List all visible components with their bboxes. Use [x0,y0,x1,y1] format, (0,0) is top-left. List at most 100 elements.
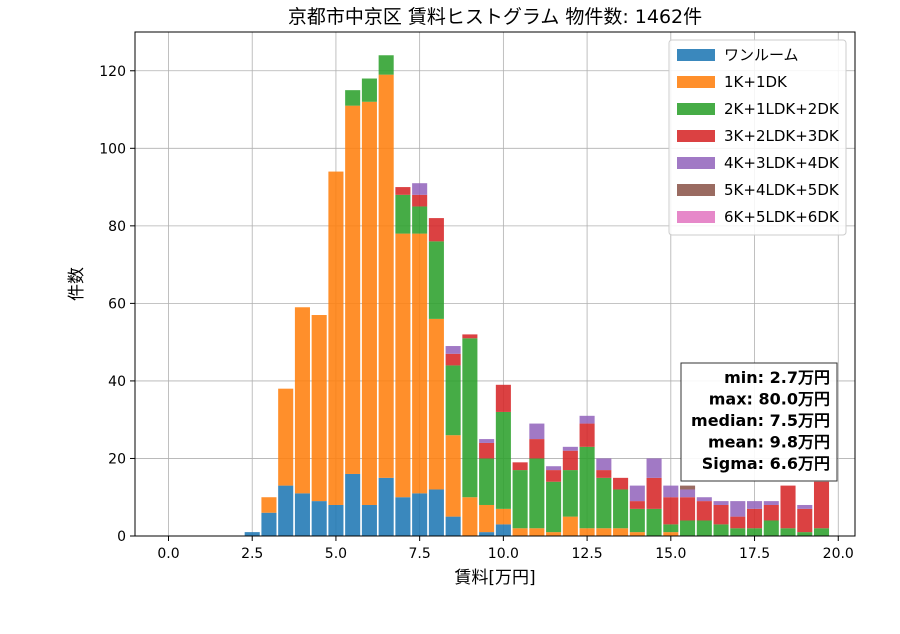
x-tick-label: 17.5 [739,546,770,562]
stats-line: min: 2.7万円 [724,368,830,387]
bar-segment [395,497,411,536]
bar-segment [512,470,528,529]
bar-segment [646,508,662,536]
bar-segment [361,101,377,505]
bar-segment [261,512,277,536]
bars [244,55,830,536]
bar-segment [629,532,645,536]
x-axis-label: 賃料[万円] [454,568,535,588]
bar-segment [479,504,495,533]
bar-segment [529,423,545,440]
bar-segment [512,528,528,536]
bar-segment [613,528,629,536]
bar-segment [278,485,294,536]
bar-segment [412,233,428,494]
bar-segment [361,504,377,536]
legend-swatch [677,49,715,61]
bar-segment [479,532,495,536]
y-tick-label: 100 [99,141,126,157]
bar-segment [797,504,813,509]
bar-segment [696,501,712,521]
bar-segment [680,497,696,521]
legend-swatch [677,103,715,115]
bar-segment [546,466,562,471]
bar-segment [479,439,495,443]
legend-label: 2K+1LDK+2DK [724,100,840,118]
bar-segment [428,218,444,242]
bar-segment [529,528,545,536]
bar-segment [445,365,461,436]
bar-segment [294,493,310,536]
bar-segment [462,497,478,536]
bar-segment [696,497,712,502]
bar-segment [244,532,260,536]
bar-segment [395,233,411,498]
legend-label: 1K+1DK [724,73,788,91]
bar-segment [395,194,411,234]
bar-segment [445,346,461,354]
bar-segment [361,78,377,102]
bar-segment [797,532,813,536]
bar-segment [412,194,428,207]
bar-segment [562,470,578,517]
stats-box: min: 2.7万円 max: 80.0万円 median: 7.5万円 mean: … [680,362,838,482]
bar-segment [629,508,645,533]
y-tick-label: 0 [117,529,126,545]
bar-segment [596,470,612,478]
bar-segment [646,477,662,509]
bar-segment [428,318,444,490]
bar-segment [328,504,344,536]
y-tick-label: 20 [108,451,126,467]
x-tick-label: 0.0 [157,546,179,562]
axis-ticks: 0.0 2.5 5.0 7.5 10.0 12.5 15.0 17.5 20.0 0 20 40 60 8… [99,64,854,562]
bar-segment [613,489,629,529]
bar-segment [730,528,746,536]
bar-segment [479,442,495,459]
legend-label: 6K+5LDK+6DK [724,208,840,226]
x-tick-label: 7.5 [409,546,431,562]
bar-segment [763,501,779,505]
legend: ワンルーム 1K+1DK 2K+1LDK+2DK 3K+2LDK+3DK 4K+3LDK… [668,39,847,236]
bar-segment [495,508,511,525]
bar-segment [613,477,629,490]
y-tick-label: 40 [108,374,126,390]
bar-segment [646,458,662,478]
stats-line: max: 80.0万円 [709,390,830,409]
bar-segment [445,516,461,536]
bar-segment [763,504,779,521]
bar-segment [328,171,344,505]
bar-segment [629,485,645,502]
bar-segment [747,508,763,529]
bar-segment [495,524,511,536]
bar-segment [579,415,595,424]
bar-segment [462,338,478,498]
bar-segment [445,435,461,517]
bar-segment [462,334,478,339]
bar-segment [680,485,696,490]
bar-segment [345,473,361,536]
bar-segment [345,105,361,474]
bar-segment [311,501,327,536]
bar-segment [780,485,796,529]
bar-segment [596,528,612,536]
bar-segment [680,520,696,536]
stats-line: mean: 9.8万円 [708,433,830,452]
y-tick-label: 60 [108,296,126,312]
bar-segment [713,501,729,505]
bar-segment [445,353,461,366]
bar-segment [479,458,495,505]
bar-segment [261,497,277,513]
bar-segment [596,477,612,529]
bar-segment [512,462,528,471]
bar-segment [579,423,595,447]
y-tick-label: 80 [108,219,126,235]
bar-segment [813,528,830,536]
bar-segment [412,183,428,195]
bar-segment [378,477,394,536]
stats-line: median: 7.5万円 [691,411,830,430]
bar-segment [562,446,578,451]
bar-segment [529,439,545,459]
bar-segment [730,501,746,517]
